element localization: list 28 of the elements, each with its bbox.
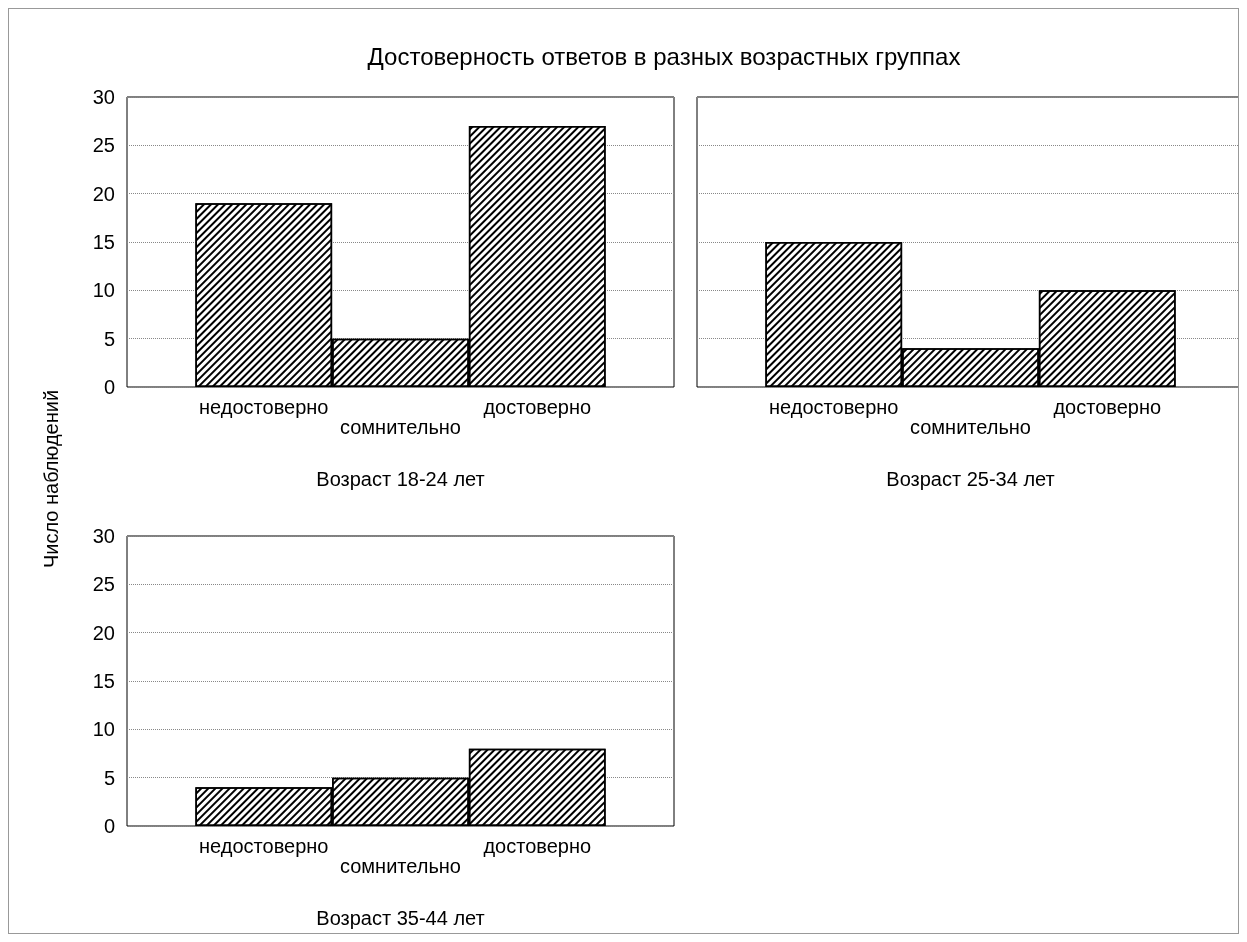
x-tick-label: недостоверно (199, 396, 329, 418)
y-tick-label: 30 (92, 86, 115, 108)
x-tick-label: сомнительно (340, 855, 461, 877)
y-tick-label: 10 (92, 279, 115, 302)
chart-title: Достоверность ответов в разных возрастных группах (366, 43, 962, 71)
x-tick-label: сомнительно (340, 416, 461, 438)
y-tick-label: 0 (103, 376, 115, 398)
y-tick-label: 5 (103, 766, 115, 789)
y-tick-label: 0 (103, 815, 115, 837)
x-axis-title: Возраст 35-44 лет (316, 907, 485, 929)
y-tick-label: 5 (103, 327, 115, 350)
y-tick-label: 25 (92, 573, 115, 596)
x-axis-title: Возраст 18-24 лет (316, 468, 485, 490)
x-tick-label: достоверно (483, 835, 592, 857)
x-tick-label: недостоверно (199, 835, 329, 857)
x-tick-label: недостоверно (769, 396, 899, 418)
x-tick-label: достоверно (1053, 396, 1162, 418)
y-tick-label: 30 (92, 525, 115, 547)
y-tick-label: 10 (92, 718, 115, 741)
y-tick-label: 25 (92, 134, 115, 157)
x-tick-label: достоверно (483, 396, 592, 418)
y-tick-label: 20 (92, 182, 115, 205)
x-tick-label: сомнительно (910, 416, 1031, 438)
y-tick-label: 20 (92, 621, 115, 644)
x-axis-title: Возраст 25-34 лет (886, 468, 1055, 490)
y-tick-label: 15 (92, 670, 115, 692)
y-tick-label: 15 (92, 231, 115, 253)
y-axis-title: Число наблюдений (39, 389, 63, 569)
